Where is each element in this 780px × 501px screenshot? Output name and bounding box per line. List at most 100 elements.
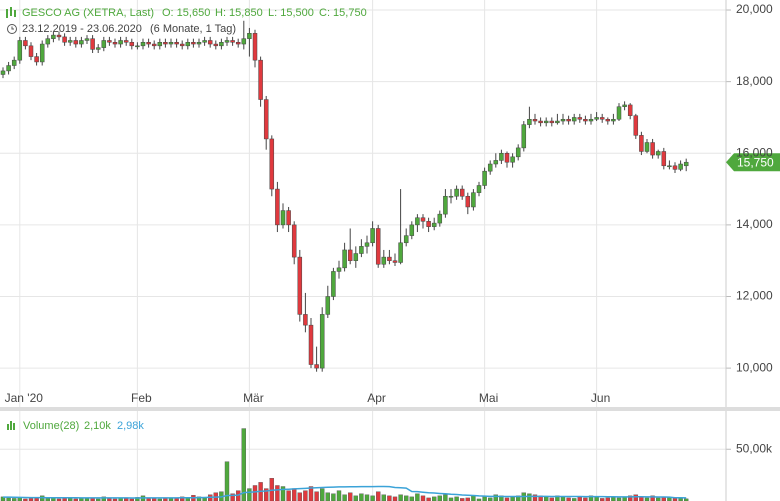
- candle-body: [683, 161, 689, 167]
- candle-body: [443, 195, 448, 215]
- volume-bar: [577, 496, 582, 501]
- candle-body: [521, 124, 527, 149]
- pane-separator: [0, 407, 780, 411]
- candle-body: [157, 42, 163, 47]
- candle-body: [499, 153, 504, 161]
- x-tick-label: Mai: [479, 391, 498, 405]
- candle-body: [163, 42, 168, 45]
- candle-body: [527, 118, 532, 125]
- candle-body: [650, 142, 655, 156]
- y-tick-label: 14,000: [736, 217, 773, 231]
- candle-body: [67, 40, 73, 43]
- candle-body: [291, 224, 297, 258]
- volume-bar: [616, 497, 622, 501]
- volume-bar: [286, 490, 291, 501]
- candle-body: [129, 42, 135, 47]
- candle-body: [392, 260, 398, 263]
- volume-bar: [40, 495, 45, 501]
- volume-bar: [566, 497, 571, 501]
- high: H: 15,850: [215, 7, 263, 19]
- candle-body: [661, 151, 667, 167]
- close: C: 15,750: [319, 7, 367, 19]
- candle-body: [207, 40, 213, 45]
- volume-bar: [594, 496, 599, 501]
- volume-ma-line: [2, 485, 687, 499]
- volume-bar: [476, 498, 482, 501]
- candle-body: [549, 120, 555, 124]
- candle-body: [118, 40, 123, 45]
- volume-bar: [510, 496, 515, 501]
- candle-body: [224, 40, 230, 43]
- volume-bar: [404, 495, 409, 501]
- candle-body: [375, 228, 381, 265]
- low: L: 15,500: [268, 7, 314, 19]
- candle-body: [314, 364, 319, 369]
- candle-body: [667, 165, 672, 168]
- candle-body: [555, 120, 560, 124]
- candle-body: [644, 142, 650, 152]
- grid: [0, 0, 731, 501]
- candle-body: [331, 271, 336, 297]
- candle-body: [431, 222, 437, 227]
- candle-body: [605, 118, 611, 122]
- candle-body: [627, 104, 633, 116]
- icon: [7, 424, 9, 430]
- volume-bar: [297, 492, 302, 501]
- candle-body: [151, 43, 157, 47]
- candle-body: [90, 38, 95, 50]
- volume-bar: [0, 496, 6, 501]
- candle-body: [202, 40, 207, 43]
- candle-body: [319, 314, 325, 369]
- volume-bar: [56, 498, 62, 501]
- y-tick-label: 12,000: [736, 289, 773, 303]
- candle-body: [275, 188, 280, 226]
- candle-body: [655, 151, 661, 156]
- candle-body: [191, 42, 196, 45]
- volume-bar: [465, 497, 470, 501]
- volume-bar: [387, 495, 392, 501]
- candle-body: [95, 47, 101, 50]
- candle-body: [146, 42, 151, 45]
- candle-body: [325, 296, 331, 315]
- icon: [6, 9, 8, 18]
- volume-bar: [112, 498, 118, 501]
- candle-body: [342, 249, 347, 269]
- candle-body: [303, 314, 308, 326]
- clock-icon: [7, 24, 17, 34]
- candle-body: [0, 70, 6, 75]
- candle-body: [633, 115, 639, 136]
- volume-bar: [101, 496, 107, 501]
- volume-bar: [359, 493, 364, 501]
- volume-bar: [488, 497, 493, 501]
- candle-body: [11, 59, 17, 66]
- volume-bar: [252, 485, 258, 501]
- candle-body: [471, 192, 476, 208]
- candle-body: [168, 42, 174, 45]
- x-tick-label: Feb: [131, 391, 152, 405]
- candle-body: [213, 43, 219, 47]
- candle-body: [566, 118, 571, 122]
- volume-bar: [415, 493, 420, 501]
- candle-body: [387, 256, 392, 261]
- volume-bar: [493, 494, 498, 501]
- y-tick-label: 16,000: [736, 145, 773, 159]
- candle-body: [241, 38, 247, 45]
- candle-body: [196, 42, 202, 45]
- volume-bar: [583, 497, 588, 501]
- volume-bar: [292, 488, 297, 501]
- candle-body: [39, 43, 45, 63]
- candle-body: [247, 33, 252, 39]
- candle-body: [583, 118, 588, 122]
- volume-bar: [241, 428, 247, 501]
- candle-body: [420, 217, 426, 222]
- y-tick-label: 10,000: [736, 360, 773, 374]
- volume-bar: [549, 497, 554, 501]
- volume-bar: [420, 495, 426, 501]
- volume-bar: [23, 498, 28, 501]
- candle-body: [426, 221, 431, 227]
- volume-bar: [644, 497, 650, 501]
- volume-bar: [303, 490, 308, 501]
- x-tick-label: Jun: [591, 391, 610, 405]
- candle-body: [269, 138, 275, 190]
